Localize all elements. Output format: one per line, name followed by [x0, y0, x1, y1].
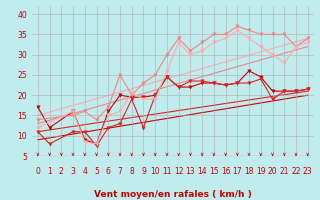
X-axis label: Vent moyen/en rafales ( km/h ): Vent moyen/en rafales ( km/h ): [94, 190, 252, 199]
